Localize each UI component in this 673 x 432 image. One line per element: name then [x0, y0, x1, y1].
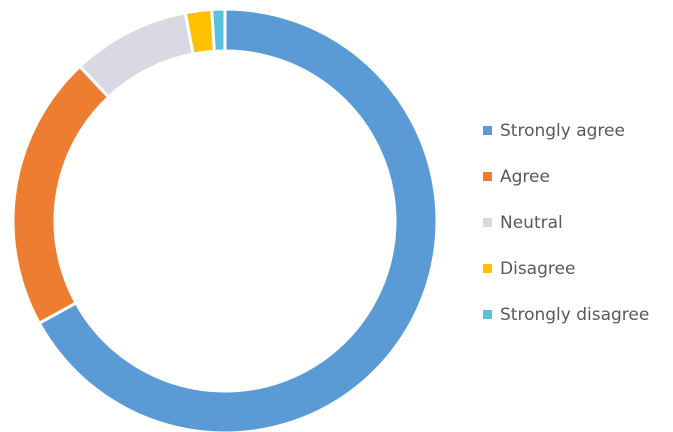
chart-legend: Strongly agree Agree Neutral Disagree St… — [483, 119, 673, 349]
legend-item-strongly-disagree: Strongly disagree — [483, 303, 673, 326]
legend-item-agree: Agree — [483, 165, 673, 188]
legend-swatch-strongly-agree — [483, 126, 492, 135]
legend-swatch-disagree — [483, 264, 492, 273]
donut-slice-neutral — [77, 11, 195, 100]
legend-label-agree: Agree — [500, 166, 550, 187]
legend-swatch-agree — [483, 172, 492, 181]
donut-slice-agree — [11, 64, 111, 326]
legend-label-disagree: Disagree — [500, 258, 576, 279]
donut-slice-strongly-disagree — [210, 7, 227, 53]
legend-item-disagree: Disagree — [483, 257, 673, 280]
legend-label-strongly-agree: Strongly agree — [500, 120, 625, 141]
legend-swatch-neutral — [483, 218, 492, 227]
legend-item-neutral: Neutral — [483, 211, 673, 234]
legend-label-neutral: Neutral — [500, 212, 563, 233]
legend-label-strongly-disagree: Strongly disagree — [500, 304, 650, 325]
legend-swatch-strongly-disagree — [483, 310, 492, 319]
donut-slice-strongly-agree — [37, 7, 439, 432]
legend-item-strongly-agree: Strongly agree — [483, 119, 673, 142]
